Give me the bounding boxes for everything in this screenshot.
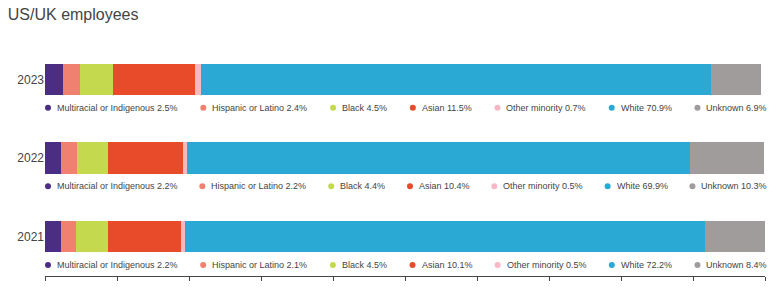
- svg-text:White 72.2%: White 72.2%: [621, 260, 672, 270]
- svg-text:Asian 11.5%: Asian 11.5%: [422, 103, 472, 113]
- svg-text:Hispanic or Latino 2.4%: Hispanic or Latino 2.4%: [212, 103, 307, 113]
- svg-text:Asian 10.4%: Asian 10.4%: [419, 181, 470, 191]
- svg-text:Multiracial or Indigenous 2.5%: Multiracial or Indigenous 2.5%: [57, 103, 178, 113]
- svg-text:Black 4.5%: Black 4.5%: [342, 260, 387, 270]
- svg-text:Asian 10.1%: Asian 10.1%: [422, 260, 473, 270]
- svg-text:Hispanic or Latino 2.2%: Hispanic or Latino 2.2%: [211, 181, 306, 191]
- svg-text:Other minority 0.7%: Other minority 0.7%: [506, 103, 586, 113]
- svg-text:Hispanic or Latino 2.1%: Hispanic or Latino 2.1%: [212, 260, 307, 270]
- svg-text:Black 4.5%: Black 4.5%: [342, 103, 387, 113]
- svg-text:Black 4.4%: Black 4.4%: [340, 181, 385, 191]
- svg-text:Other minority 0.5%: Other minority 0.5%: [503, 181, 583, 191]
- svg-text:Multiracial or Indigenous 2.2%: Multiracial or Indigenous 2.2%: [57, 181, 178, 191]
- svg-text:Other minority 0.5%: Other minority 0.5%: [507, 260, 587, 270]
- svg-text:2021: 2021: [17, 230, 44, 244]
- svg-text:Unknown 8.4%: Unknown 8.4%: [706, 260, 767, 270]
- svg-text:Unknown 10.3%: Unknown 10.3%: [701, 181, 767, 191]
- svg-text:2023: 2023: [17, 73, 44, 87]
- svg-text:White 69.9%: White 69.9%: [617, 181, 668, 191]
- svg-text:White 70.9%: White 70.9%: [621, 103, 672, 113]
- svg-text:US/UK employees: US/UK employees: [8, 6, 139, 23]
- svg-text:2022: 2022: [17, 151, 44, 165]
- svg-text:Unknown 6.9%: Unknown 6.9%: [706, 103, 767, 113]
- svg-text:Multiracial or Indigenous 2.2%: Multiracial or Indigenous 2.2%: [57, 260, 178, 270]
